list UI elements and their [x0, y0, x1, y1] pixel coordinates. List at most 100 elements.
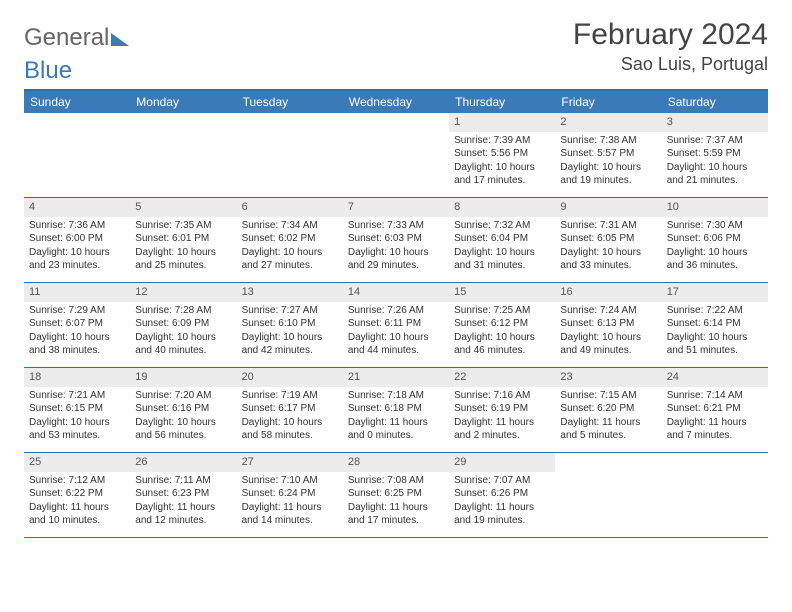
sunrise-text: Sunrise: 7:29 AM [29, 304, 125, 318]
day-cell: 14Sunrise: 7:26 AMSunset: 6:11 PMDayligh… [343, 283, 449, 367]
sunrise-text: Sunrise: 7:30 AM [667, 219, 763, 233]
sunset-text: Sunset: 6:18 PM [348, 402, 444, 416]
sunrise-text: Sunrise: 7:07 AM [454, 474, 550, 488]
title-block: February 2024 Sao Luis, Portugal [573, 18, 768, 75]
day-cell: 7Sunrise: 7:33 AMSunset: 6:03 PMDaylight… [343, 198, 449, 282]
empty-cell [24, 113, 130, 197]
sunset-text: Sunset: 6:10 PM [242, 317, 338, 331]
sunrise-text: Sunrise: 7:36 AM [29, 219, 125, 233]
day-body: Sunrise: 7:31 AMSunset: 6:05 PMDaylight:… [555, 217, 661, 277]
day-number: 23 [555, 368, 661, 387]
calendar: Sunday Monday Tuesday Wednesday Thursday… [24, 89, 768, 538]
daylight-text: Daylight: 11 hours and 12 minutes. [135, 501, 231, 528]
sunrise-text: Sunrise: 7:26 AM [348, 304, 444, 318]
day-number: 17 [662, 283, 768, 302]
day-number: 7 [343, 198, 449, 217]
day-body: Sunrise: 7:32 AMSunset: 6:04 PMDaylight:… [449, 217, 555, 277]
day-cell: 3Sunrise: 7:37 AMSunset: 5:59 PMDaylight… [662, 113, 768, 197]
day-body: Sunrise: 7:27 AMSunset: 6:10 PMDaylight:… [237, 302, 343, 362]
sunrise-text: Sunrise: 7:34 AM [242, 219, 338, 233]
empty-cell [237, 113, 343, 197]
dow-friday: Friday [555, 91, 661, 113]
day-body: Sunrise: 7:29 AMSunset: 6:07 PMDaylight:… [24, 302, 130, 362]
sunrise-text: Sunrise: 7:14 AM [667, 389, 763, 403]
days-of-week-row: Sunday Monday Tuesday Wednesday Thursday… [24, 91, 768, 113]
sunrise-text: Sunrise: 7:21 AM [29, 389, 125, 403]
daylight-text: Daylight: 10 hours and 49 minutes. [560, 331, 656, 358]
sunset-text: Sunset: 6:26 PM [454, 487, 550, 501]
sunrise-text: Sunrise: 7:20 AM [135, 389, 231, 403]
day-cell: 15Sunrise: 7:25 AMSunset: 6:12 PMDayligh… [449, 283, 555, 367]
day-number: 5 [130, 198, 236, 217]
week-row: 11Sunrise: 7:29 AMSunset: 6:07 PMDayligh… [24, 283, 768, 368]
sunrise-text: Sunrise: 7:38 AM [560, 134, 656, 148]
day-number: 22 [449, 368, 555, 387]
day-body: Sunrise: 7:30 AMSunset: 6:06 PMDaylight:… [662, 217, 768, 277]
sunset-text: Sunset: 6:11 PM [348, 317, 444, 331]
daylight-text: Daylight: 10 hours and 29 minutes. [348, 246, 444, 273]
sunrise-text: Sunrise: 7:32 AM [454, 219, 550, 233]
sunrise-text: Sunrise: 7:12 AM [29, 474, 125, 488]
day-body: Sunrise: 7:33 AMSunset: 6:03 PMDaylight:… [343, 217, 449, 277]
day-body: Sunrise: 7:39 AMSunset: 5:56 PMDaylight:… [449, 132, 555, 192]
sunset-text: Sunset: 6:03 PM [348, 232, 444, 246]
day-number: 20 [237, 368, 343, 387]
day-body: Sunrise: 7:14 AMSunset: 6:21 PMDaylight:… [662, 387, 768, 447]
empty-cell [130, 113, 236, 197]
sunset-text: Sunset: 6:02 PM [242, 232, 338, 246]
daylight-text: Daylight: 10 hours and 53 minutes. [29, 416, 125, 443]
week-row: 25Sunrise: 7:12 AMSunset: 6:22 PMDayligh… [24, 453, 768, 538]
day-cell: 26Sunrise: 7:11 AMSunset: 6:23 PMDayligh… [130, 453, 236, 537]
sunrise-text: Sunrise: 7:18 AM [348, 389, 444, 403]
sunset-text: Sunset: 6:21 PM [667, 402, 763, 416]
daylight-text: Daylight: 10 hours and 58 minutes. [242, 416, 338, 443]
day-cell: 23Sunrise: 7:15 AMSunset: 6:20 PMDayligh… [555, 368, 661, 452]
day-cell: 2Sunrise: 7:38 AMSunset: 5:57 PMDaylight… [555, 113, 661, 197]
day-body: Sunrise: 7:38 AMSunset: 5:57 PMDaylight:… [555, 132, 661, 192]
dow-monday: Monday [130, 91, 236, 113]
sunset-text: Sunset: 6:22 PM [29, 487, 125, 501]
daylight-text: Daylight: 10 hours and 44 minutes. [348, 331, 444, 358]
dow-saturday: Saturday [662, 91, 768, 113]
daylight-text: Daylight: 11 hours and 2 minutes. [454, 416, 550, 443]
sunset-text: Sunset: 6:15 PM [29, 402, 125, 416]
daylight-text: Daylight: 10 hours and 51 minutes. [667, 331, 763, 358]
day-body: Sunrise: 7:08 AMSunset: 6:25 PMDaylight:… [343, 472, 449, 532]
day-body: Sunrise: 7:19 AMSunset: 6:17 PMDaylight:… [237, 387, 343, 447]
day-body: Sunrise: 7:24 AMSunset: 6:13 PMDaylight:… [555, 302, 661, 362]
day-number: 13 [237, 283, 343, 302]
day-cell: 25Sunrise: 7:12 AMSunset: 6:22 PMDayligh… [24, 453, 130, 537]
day-cell: 20Sunrise: 7:19 AMSunset: 6:17 PMDayligh… [237, 368, 343, 452]
sunrise-text: Sunrise: 7:19 AM [242, 389, 338, 403]
day-cell: 1Sunrise: 7:39 AMSunset: 5:56 PMDaylight… [449, 113, 555, 197]
day-cell: 6Sunrise: 7:34 AMSunset: 6:02 PMDaylight… [237, 198, 343, 282]
day-body: Sunrise: 7:07 AMSunset: 6:26 PMDaylight:… [449, 472, 555, 532]
day-cell: 8Sunrise: 7:32 AMSunset: 6:04 PMDaylight… [449, 198, 555, 282]
empty-cell [662, 453, 768, 537]
sunrise-text: Sunrise: 7:25 AM [454, 304, 550, 318]
daylight-text: Daylight: 10 hours and 46 minutes. [454, 331, 550, 358]
day-number: 27 [237, 453, 343, 472]
sunrise-text: Sunrise: 7:39 AM [454, 134, 550, 148]
sunrise-text: Sunrise: 7:33 AM [348, 219, 444, 233]
sunrise-text: Sunrise: 7:15 AM [560, 389, 656, 403]
sunset-text: Sunset: 5:56 PM [454, 147, 550, 161]
sunset-text: Sunset: 6:24 PM [242, 487, 338, 501]
sunset-text: Sunset: 6:17 PM [242, 402, 338, 416]
day-cell: 13Sunrise: 7:27 AMSunset: 6:10 PMDayligh… [237, 283, 343, 367]
daylight-text: Daylight: 10 hours and 27 minutes. [242, 246, 338, 273]
sunset-text: Sunset: 6:01 PM [135, 232, 231, 246]
daylight-text: Daylight: 10 hours and 17 minutes. [454, 161, 550, 188]
day-number: 9 [555, 198, 661, 217]
day-number: 24 [662, 368, 768, 387]
sunset-text: Sunset: 6:20 PM [560, 402, 656, 416]
sunrise-text: Sunrise: 7:31 AM [560, 219, 656, 233]
sunset-text: Sunset: 6:13 PM [560, 317, 656, 331]
dow-thursday: Thursday [449, 91, 555, 113]
day-cell: 9Sunrise: 7:31 AMSunset: 6:05 PMDaylight… [555, 198, 661, 282]
dow-tuesday: Tuesday [237, 91, 343, 113]
day-cell: 27Sunrise: 7:10 AMSunset: 6:24 PMDayligh… [237, 453, 343, 537]
sunrise-text: Sunrise: 7:37 AM [667, 134, 763, 148]
sunset-text: Sunset: 6:12 PM [454, 317, 550, 331]
dow-sunday: Sunday [24, 91, 130, 113]
